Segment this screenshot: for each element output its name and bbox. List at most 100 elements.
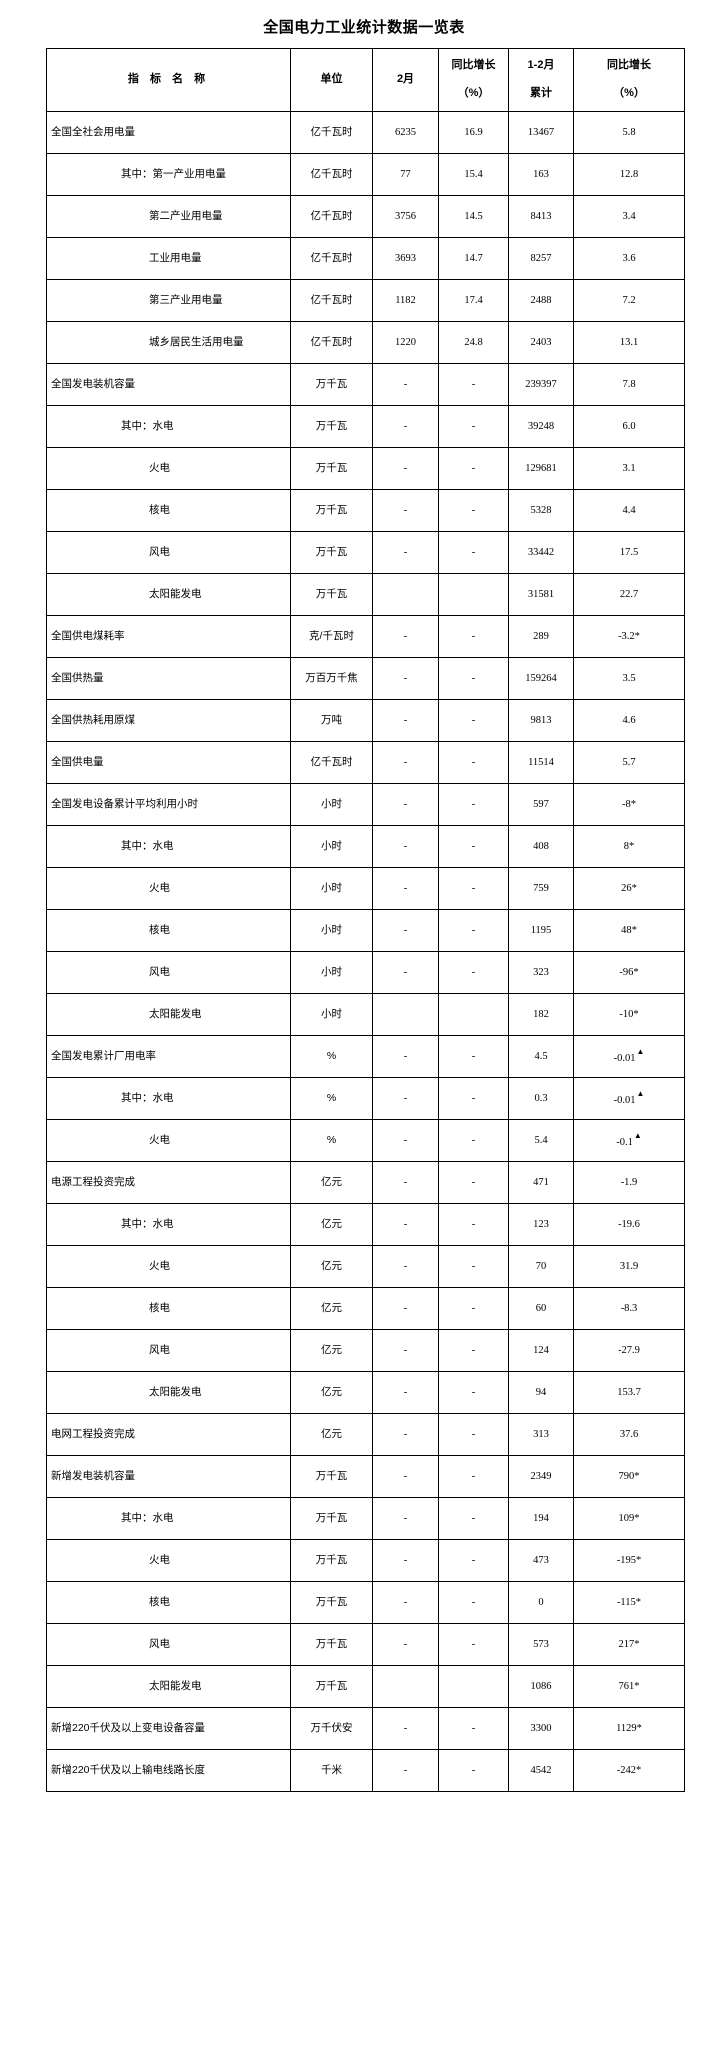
table-row: 全国供热耗用原煤 万吨 - -9813 4.6 <box>46 699 685 742</box>
row-february-value: - <box>372 1539 439 1582</box>
row-cumulative-growth: -3.2* <box>573 615 685 658</box>
table-row: 全国全社会用电量 亿千瓦时 6235 16.9 13467 5.8 <box>46 111 685 154</box>
row-indicator-name: 全国供热量 <box>46 657 291 700</box>
row-unit: 万千瓦 <box>290 531 373 574</box>
row-cumulative-value: 163 <box>508 153 574 196</box>
row-cumulative-value: 2349 <box>508 1455 574 1498</box>
row-cumulative-value: 33442 <box>508 531 574 574</box>
row-unit: 亿千瓦时 <box>290 195 373 238</box>
row-unit: 亿元 <box>290 1161 373 1204</box>
row-cumulative-value: 2488 <box>508 279 574 322</box>
row-unit: 万千瓦 <box>290 573 373 616</box>
row-cumulative-value: 3300 <box>508 1707 574 1750</box>
row-unit: 小时 <box>290 909 373 952</box>
row-february-value: - <box>372 1161 439 1204</box>
row-february-value: 77 <box>372 153 439 196</box>
row-indicator-name: 核电 <box>46 1287 291 1330</box>
header-line-1: 同比增长 <box>607 59 651 72</box>
row-unit: 万千瓦 <box>290 1539 373 1582</box>
row-february-growth: - <box>438 1287 509 1330</box>
row-indicator-name: 第二产业用电量 <box>46 195 291 238</box>
row-cumulative-value: 8257 <box>508 237 574 280</box>
row-unit: 亿千瓦时 <box>290 741 373 784</box>
table-row: 太阳能发电 万千瓦 1086 761* <box>46 1665 685 1708</box>
row-indicator-name: 全国发电累计厂用电率 <box>46 1035 291 1078</box>
row-february-value: - <box>372 1287 439 1330</box>
row-february-value: - <box>372 447 439 490</box>
row-cumulative-value: 4542 <box>508 1749 574 1792</box>
row-february-growth: - <box>438 825 509 868</box>
row-indicator-name: 其中：水电 <box>46 405 291 448</box>
row-february-growth: - <box>438 1749 509 1792</box>
table-row: 太阳能发电 亿元 - -94 153.7 <box>46 1371 685 1414</box>
table-row: 火电 万千瓦 - -473 -195* <box>46 1539 685 1582</box>
row-cumulative-value: 323 <box>508 951 574 994</box>
row-unit: 克/千瓦时 <box>290 615 373 658</box>
table-row: 第三产业用电量 亿千瓦时 1182 17.4 2488 7.2 <box>46 279 685 322</box>
row-indicator-name: 太阳能发电 <box>46 993 291 1036</box>
row-february-growth: - <box>438 1455 509 1498</box>
table-row: 风电 亿元 - -124 -27.9 <box>46 1329 685 1372</box>
row-cumulative-growth: 3.1 <box>573 447 685 490</box>
row-cumulative-value: 70 <box>508 1245 574 1288</box>
row-unit: 万千瓦 <box>290 405 373 448</box>
row-february-growth: - <box>438 1581 509 1624</box>
row-indicator-name: 全国供热耗用原煤 <box>46 699 291 742</box>
table-row: 其中：水电 万千瓦 - -194 109* <box>46 1497 685 1540</box>
row-february-value: - <box>372 699 439 742</box>
row-unit: 万百万千焦 <box>290 657 373 700</box>
header-february-growth: 同比增长 （%） <box>438 48 509 112</box>
row-unit: 万吨 <box>290 699 373 742</box>
row-february-value: - <box>372 657 439 700</box>
table-row: 风电 小时 - -323 -96* <box>46 951 685 994</box>
row-cumulative-value: 39248 <box>508 405 574 448</box>
row-cumulative-growth: -242* <box>573 1749 685 1792</box>
row-cumulative-growth: 5.8 <box>573 111 685 154</box>
triangle-up-icon: ▲ <box>636 1088 645 1098</box>
row-february-growth <box>438 1665 509 1708</box>
triangle-up-icon: ▲ <box>633 1130 642 1140</box>
row-february-value: - <box>372 1035 439 1078</box>
row-cumulative-value: 473 <box>508 1539 574 1582</box>
table-row: 火电 万千瓦 - -129681 3.1 <box>46 447 685 490</box>
row-cumulative-growth: 22.7 <box>573 573 685 616</box>
table-row: 全国发电装机容量 万千瓦 - -239397 7.8 <box>46 363 685 406</box>
row-cumulative-value: 759 <box>508 867 574 910</box>
row-indicator-name: 风电 <box>46 951 291 994</box>
row-february-value: 1220 <box>372 321 439 364</box>
table-row: 火电% - -5.4 -0.1▲ <box>46 1119 685 1162</box>
row-cumulative-growth: -96* <box>573 951 685 994</box>
row-february-value <box>372 573 439 616</box>
row-indicator-name: 电网工程投资完成 <box>46 1413 291 1456</box>
row-unit: 亿元 <box>290 1245 373 1288</box>
row-february-growth: 14.5 <box>438 195 509 238</box>
table-row: 全国供热量 万百万千焦 - -159264 3.5 <box>46 657 685 700</box>
table-row: 火电 亿元 - -70 31.9 <box>46 1245 685 1288</box>
row-february-value: 6235 <box>372 111 439 154</box>
row-february-value: - <box>372 1077 439 1120</box>
row-unit: 万千瓦 <box>290 447 373 490</box>
row-cumulative-value: 573 <box>508 1623 574 1666</box>
row-february-growth: - <box>438 1035 509 1078</box>
row-cumulative-growth: -115* <box>573 1581 685 1624</box>
row-cumulative-value: 159264 <box>508 657 574 700</box>
row-cumulative-growth: -0.1▲ <box>573 1119 685 1162</box>
row-february-value: - <box>372 489 439 532</box>
row-cumulative-growth: 5.7 <box>573 741 685 784</box>
header-line-1: 同比增长 <box>451 59 496 72</box>
table-row: 风电 万千瓦 - -573 217* <box>46 1623 685 1666</box>
row-february-growth <box>438 993 509 1036</box>
row-cumulative-value: 5.4 <box>508 1119 574 1162</box>
row-indicator-name: 火电 <box>46 1119 291 1162</box>
table-row: 核电 万千瓦 - -5328 4.4 <box>46 489 685 532</box>
table-body: 全国全社会用电量 亿千瓦时 6235 16.9 13467 5.8 其中：第一产业用电量 亿千… <box>46 111 685 1792</box>
row-february-growth: - <box>438 1077 509 1120</box>
row-february-value: - <box>372 951 439 994</box>
row-february-growth: - <box>438 1203 509 1246</box>
row-cumulative-growth: 7.2 <box>573 279 685 322</box>
growth-value: -0.01 <box>613 1052 636 1064</box>
row-february-value: - <box>372 615 439 658</box>
row-indicator-name: 全国全社会用电量 <box>46 111 291 154</box>
row-cumulative-growth: 4.6 <box>573 699 685 742</box>
table-row: 核电 亿元 - -60 -8.3 <box>46 1287 685 1330</box>
